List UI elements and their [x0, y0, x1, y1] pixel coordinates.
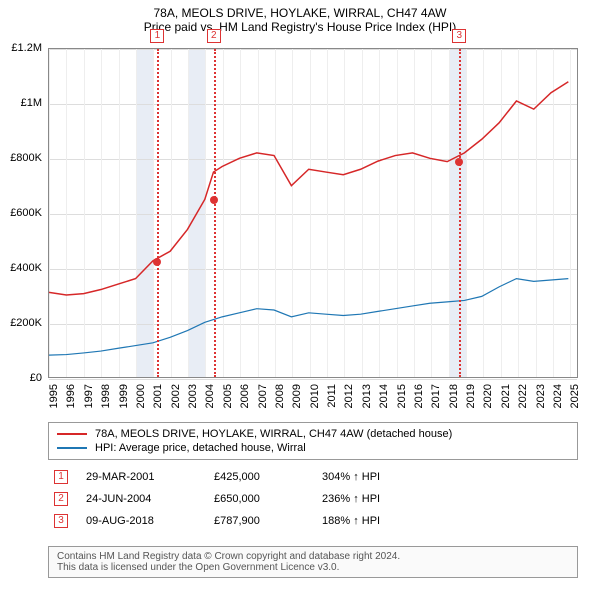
x-tick-label: 2021 — [500, 384, 512, 408]
y-tick-label: £1.2M — [11, 42, 42, 54]
line-svg — [49, 49, 577, 377]
chart-subtitle: Price paid vs. HM Land Registry's House … — [0, 20, 600, 34]
y-tick-label: £800K — [10, 152, 42, 164]
event-line — [214, 49, 216, 377]
x-tick-label: 1997 — [83, 384, 95, 408]
legend-label: 78A, MEOLS DRIVE, HOYLAKE, WIRRAL, CH47 … — [95, 428, 452, 440]
series-line — [49, 279, 568, 356]
x-tick-label: 1999 — [118, 384, 130, 408]
x-tick-label: 2014 — [378, 384, 390, 408]
legend-swatch — [57, 447, 87, 449]
event-line — [459, 49, 461, 377]
event-marker: 3 — [452, 29, 466, 43]
event-line — [157, 49, 159, 377]
event-pct: 188% ↑ HPI — [322, 515, 442, 527]
event-num-box: 3 — [54, 514, 68, 528]
event-row: 2 24-JUN-2004 £650,000 236% ↑ HPI — [48, 488, 578, 510]
y-tick-label: £200K — [10, 317, 42, 329]
y-tick-label: £400K — [10, 262, 42, 274]
attribution-footer: Contains HM Land Registry data © Crown c… — [48, 546, 578, 578]
x-tick-label: 2013 — [361, 384, 373, 408]
event-dot — [455, 158, 463, 166]
y-tick-label: £0 — [30, 372, 42, 384]
event-pct: 236% ↑ HPI — [322, 493, 442, 505]
x-tick-label: 2022 — [517, 384, 529, 408]
x-tick-label: 2002 — [170, 384, 182, 408]
x-tick-label: 2004 — [204, 384, 216, 408]
events-table: 1 29-MAR-2001 £425,000 304% ↑ HPI 2 24-JUN-20… — [48, 466, 578, 532]
event-price: £425,000 — [214, 471, 304, 483]
x-tick-label: 2016 — [413, 384, 425, 408]
legend-row: HPI: Average price, detached house, Wirr… — [57, 441, 569, 455]
x-tick-label: 2017 — [430, 384, 442, 408]
series-line — [49, 82, 568, 295]
event-num-box: 2 — [54, 492, 68, 506]
event-row: 3 09-AUG-2018 £787,900 188% ↑ HPI — [48, 510, 578, 532]
x-tick-label: 2005 — [222, 384, 234, 408]
x-tick-label: 2008 — [274, 384, 286, 408]
event-row: 1 29-MAR-2001 £425,000 304% ↑ HPI — [48, 466, 578, 488]
chart-container: 78A, MEOLS DRIVE, HOYLAKE, WIRRAL, CH47 … — [0, 0, 600, 590]
x-tick-label: 2023 — [535, 384, 547, 408]
x-tick-label: 2010 — [309, 384, 321, 408]
x-tick-label: 2015 — [396, 384, 408, 408]
x-tick-label: 2007 — [257, 384, 269, 408]
footer-text: This data is licensed under the Open Gov… — [57, 562, 569, 573]
x-tick-label: 1995 — [48, 384, 60, 408]
y-tick-label: £1M — [21, 97, 42, 109]
title-block: 78A, MEOLS DRIVE, HOYLAKE, WIRRAL, CH47 … — [0, 0, 600, 36]
x-tick-label: 2025 — [569, 384, 581, 408]
chart-title: 78A, MEOLS DRIVE, HOYLAKE, WIRRAL, CH47 … — [0, 6, 600, 20]
event-dot — [153, 258, 161, 266]
x-tick-label: 2012 — [343, 384, 355, 408]
plot-area: 123 — [48, 48, 578, 378]
x-tick-label: 2019 — [465, 384, 477, 408]
event-price: £650,000 — [214, 493, 304, 505]
x-tick-label: 2006 — [239, 384, 251, 408]
y-tick-label: £600K — [10, 207, 42, 219]
legend-row: 78A, MEOLS DRIVE, HOYLAKE, WIRRAL, CH47 … — [57, 427, 569, 441]
event-marker: 2 — [207, 29, 221, 43]
x-tick-label: 2000 — [135, 384, 147, 408]
x-tick-label: 2009 — [291, 384, 303, 408]
x-tick-label: 2020 — [482, 384, 494, 408]
x-tick-label: 1998 — [100, 384, 112, 408]
event-num-box: 1 — [54, 470, 68, 484]
x-tick-label: 2024 — [552, 384, 564, 408]
y-axis-labels: £0£200K£400K£600K£800K£1M£1.2M — [0, 48, 44, 378]
event-dot — [210, 196, 218, 204]
event-date: 29-MAR-2001 — [86, 471, 196, 483]
legend-box: 78A, MEOLS DRIVE, HOYLAKE, WIRRAL, CH47 … — [48, 422, 578, 460]
footer-text: Contains HM Land Registry data © Crown c… — [57, 551, 569, 562]
event-date: 09-AUG-2018 — [86, 515, 196, 527]
legend-swatch — [57, 433, 87, 435]
event-price: £787,900 — [214, 515, 304, 527]
event-date: 24-JUN-2004 — [86, 493, 196, 505]
x-axis-labels: 1995 1996 1997 1998 1999 2000 2001 2002 2003 2004… — [48, 380, 578, 420]
event-marker: 1 — [150, 29, 164, 43]
event-pct: 304% ↑ HPI — [322, 471, 442, 483]
x-tick-label: 1996 — [65, 384, 77, 408]
legend-label: HPI: Average price, detached house, Wirr… — [95, 442, 306, 454]
x-tick-label: 2003 — [187, 384, 199, 408]
x-tick-label: 2001 — [152, 384, 164, 408]
x-tick-label: 2011 — [326, 384, 338, 408]
x-tick-label: 2018 — [448, 384, 460, 408]
